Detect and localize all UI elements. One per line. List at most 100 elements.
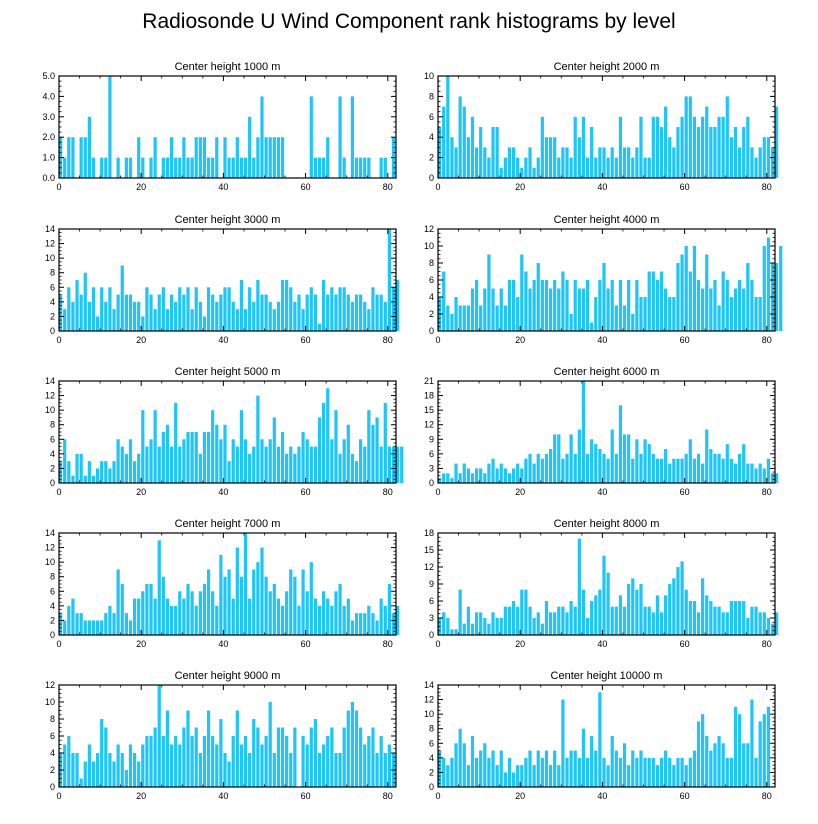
histogram-bar: [268, 301, 272, 331]
histogram-bar: [750, 280, 754, 331]
histogram-bar: [326, 736, 330, 787]
histogram-bar: [450, 314, 454, 331]
y-tick-label: 6: [50, 434, 55, 444]
histogram-bar: [120, 753, 124, 787]
histogram-bar: [758, 721, 762, 787]
histogram-bar: [524, 757, 528, 787]
histogram-bar: [280, 727, 285, 787]
histogram-bar: [280, 137, 285, 178]
histogram-bar: [507, 473, 512, 483]
histogram-bar: [322, 157, 326, 178]
histogram-bar: [182, 137, 186, 178]
histogram-bar: [305, 591, 309, 635]
histogram-bar: [104, 613, 108, 635]
histogram-bar: [725, 280, 729, 331]
histogram-bar: [71, 598, 75, 635]
histogram-bar: [614, 453, 618, 483]
histogram-bar: [260, 96, 264, 178]
y-tick-label: 2: [429, 153, 434, 163]
histogram-bar: [112, 461, 116, 483]
histogram-bar: [746, 463, 750, 483]
histogram-bar: [746, 743, 750, 787]
histogram-bar: [289, 753, 293, 787]
y-tick-label: 9: [429, 434, 434, 444]
y-tick-label: 14: [45, 528, 55, 538]
histogram-bar: [338, 753, 342, 787]
histogram-bar: [67, 461, 71, 483]
histogram-bar: [116, 157, 120, 178]
histogram-bar: [758, 147, 762, 178]
histogram-bar: [466, 137, 470, 178]
histogram-bar: [268, 591, 272, 635]
histogram-bar: [676, 127, 680, 178]
x-tick-label: 80: [383, 335, 393, 345]
histogram-bar: [618, 280, 623, 331]
histogram-bar: [256, 395, 260, 483]
histogram-bar: [178, 591, 182, 635]
histogram-bar: [231, 598, 235, 635]
y-tick-label: 2: [50, 765, 55, 775]
histogram-bar: [618, 405, 623, 483]
histogram-bar: [260, 744, 264, 787]
histogram-bar: [643, 606, 647, 635]
histogram-bar: [354, 613, 359, 635]
histogram-bar: [474, 280, 479, 331]
histogram-bar: [252, 301, 256, 331]
histogram-bar: [169, 605, 174, 635]
histogram-bar: [458, 305, 462, 331]
x-tick-label: 20: [515, 791, 525, 801]
histogram-bar: [483, 618, 487, 635]
histogram-bar: [491, 458, 495, 483]
histogram-bar: [458, 473, 462, 483]
histogram-bar: [775, 106, 779, 178]
histogram-bar: [627, 584, 631, 635]
histogram-bar: [206, 432, 211, 483]
histogram-bar: [235, 137, 239, 178]
histogram-bar: [573, 116, 577, 178]
histogram-bar: [557, 157, 561, 178]
histogram-bar: [659, 127, 664, 178]
histogram-bar: [622, 743, 627, 787]
histogram-bar: [400, 446, 404, 483]
histogram-bar: [577, 757, 581, 787]
histogram-bar: [317, 753, 322, 787]
y-tick-label: 8: [50, 420, 55, 430]
histogram-bar: [83, 761, 87, 787]
histogram-bar: [95, 468, 100, 483]
histogram-bar: [108, 753, 112, 787]
histogram-bar: [705, 254, 709, 331]
histogram-bar: [598, 449, 602, 483]
histogram-bar: [487, 757, 491, 787]
histogram-bar: [762, 714, 766, 787]
histogram-bar: [594, 750, 598, 787]
histogram-bar: [198, 301, 202, 331]
histogram-bar: [141, 410, 145, 483]
x-tick-label: 0: [56, 791, 61, 801]
histogram-bar: [466, 606, 470, 635]
histogram-bar: [149, 584, 153, 635]
histogram-bar: [754, 468, 758, 483]
histogram-bar: [503, 468, 507, 483]
y-tick-label: 18: [424, 528, 434, 538]
histogram-bar: [565, 147, 569, 178]
histogram-bar: [696, 721, 701, 787]
histogram-bar: [354, 157, 359, 178]
histogram-bar: [252, 157, 256, 178]
histogram-bar: [709, 750, 713, 787]
histogram-bar: [248, 116, 252, 178]
histogram-bar: [235, 309, 239, 331]
histogram-bar: [371, 424, 375, 483]
histogram-bar: [672, 297, 676, 331]
histogram-bar: [536, 263, 540, 331]
histogram-bar: [211, 410, 215, 483]
x-tick-label: 40: [218, 639, 228, 649]
histogram-bar: [71, 475, 75, 483]
x-tick-label: 80: [383, 487, 393, 497]
histogram-bar: [450, 629, 454, 635]
histogram-bar: [206, 710, 211, 787]
histogram-bar: [231, 736, 235, 787]
histogram-bar: [169, 137, 174, 178]
histogram-bar: [161, 157, 165, 178]
y-tick-label: 4: [429, 292, 434, 302]
histogram-bar: [548, 765, 553, 787]
